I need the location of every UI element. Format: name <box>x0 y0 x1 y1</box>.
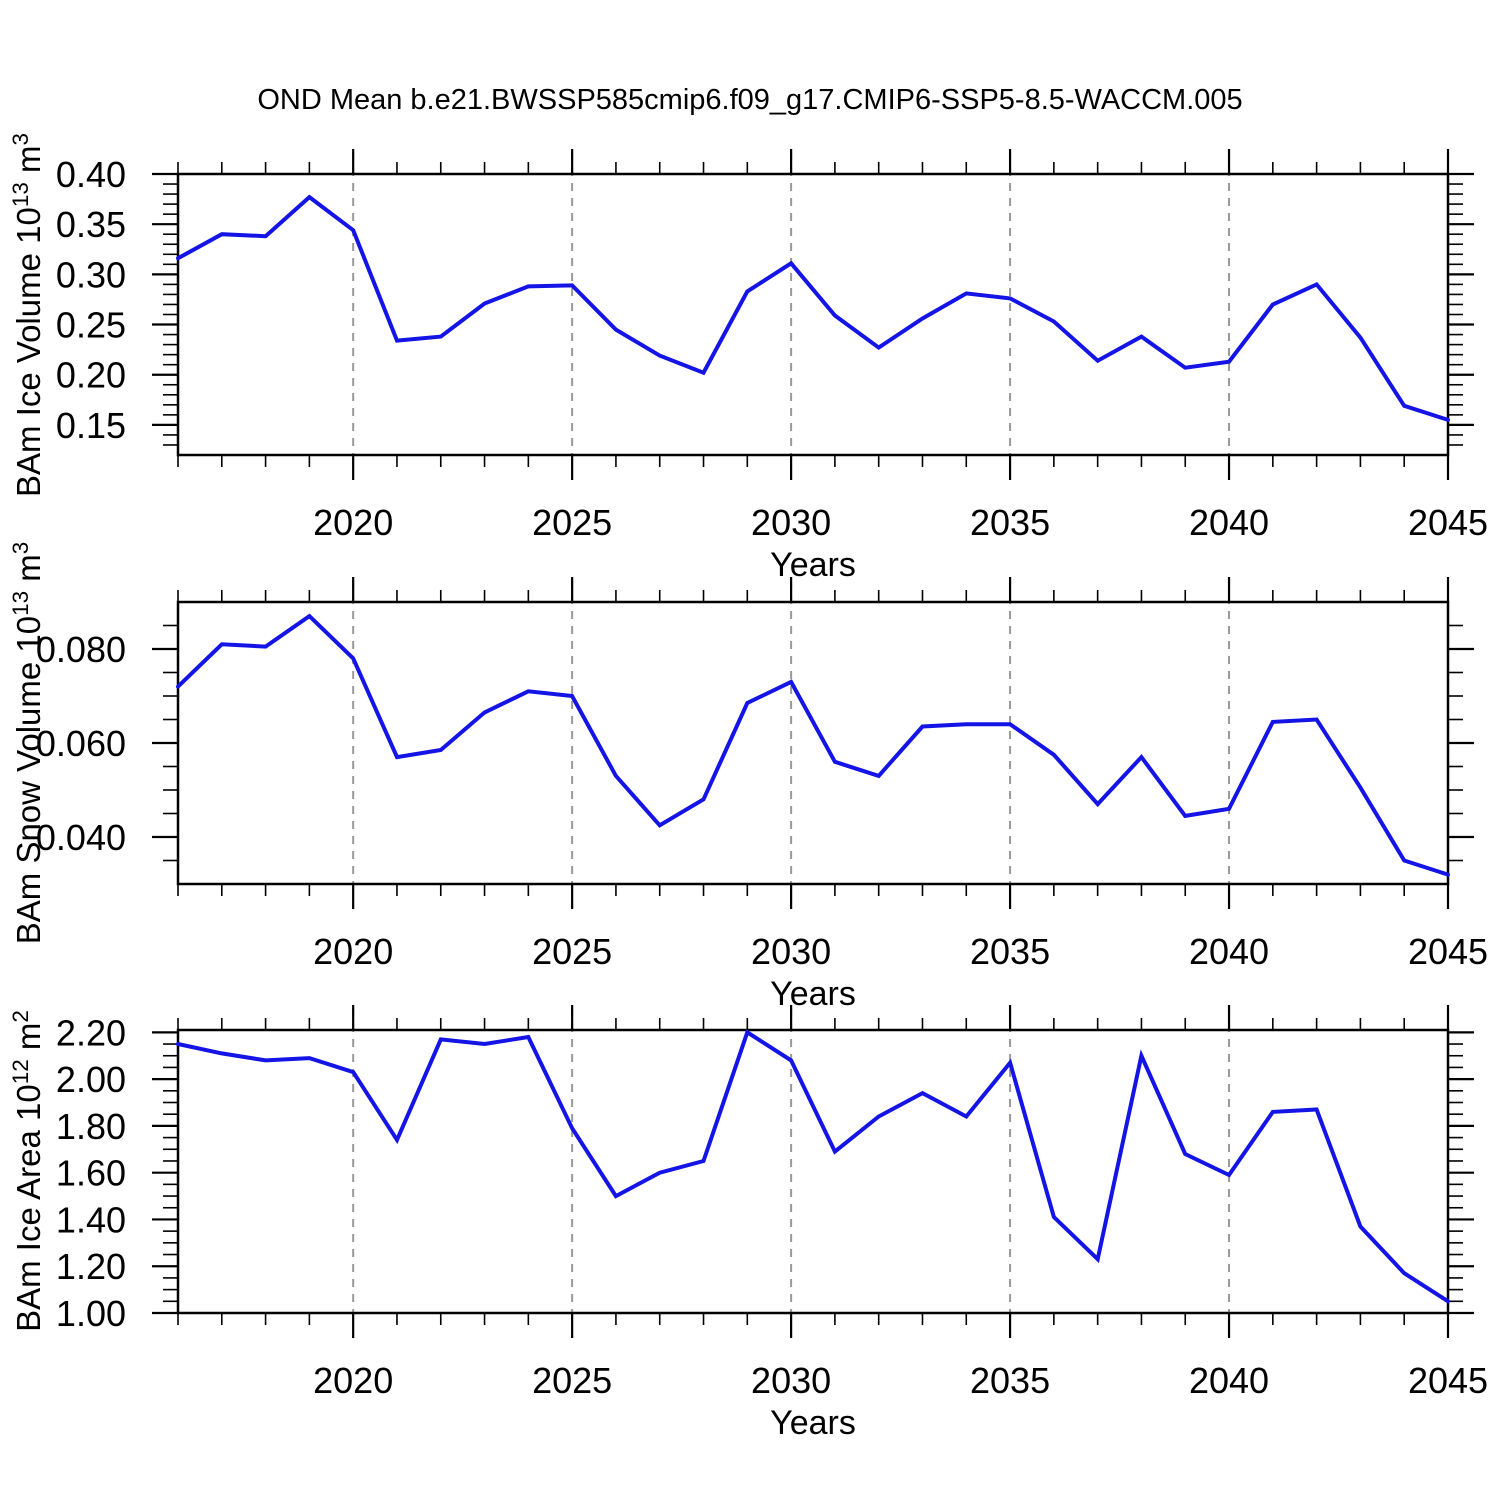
figure-title: OND Mean b.e21.BWSSP585cmip6.f09_g17.CMI… <box>257 84 1243 116</box>
y-ticks: 1.00 1.20 1.40 1.60 1.80 2.00 2.20 <box>56 1012 1474 1334</box>
panel-snow-volume: 0.040 0.060 0.080 2020 2025 2030 2035 2040 2045 Y… <box>36 577 1488 1013</box>
y-tick-label: 0.35 <box>56 204 126 245</box>
panel-border <box>176 172 1450 457</box>
y-tick-label: 0.30 <box>56 254 126 295</box>
x-tick-label-2025: 2025 <box>532 1360 612 1401</box>
x-tick-label-2040: 2040 <box>1189 502 1269 543</box>
x-ticks <box>177 1005 1450 1338</box>
x-tick-label-2035: 2035 <box>970 1360 1050 1401</box>
y-tick-label: 0.25 <box>56 305 126 346</box>
y-tick-label: 0.15 <box>56 405 126 446</box>
y-tick-label: 0.20 <box>56 355 126 396</box>
x-ticks <box>177 149 1450 480</box>
x-tick-label-2045: 2045 <box>1408 1360 1488 1401</box>
x-tick-label-2025: 2025 <box>532 502 612 543</box>
panel-ice-volume: 0.15 0.20 0.25 0.30 0.35 0.40 2020 2025 2030 2035… <box>56 149 1488 584</box>
x-tick-label-2040: 2040 <box>1189 1360 1269 1401</box>
y-tick-label: 2.00 <box>56 1059 126 1100</box>
y-tick-label: 0.40 <box>56 154 126 195</box>
y-ticks: 0.040 0.060 0.080 <box>36 624 1474 862</box>
y-ticks: 0.15 0.20 0.25 0.30 0.35 0.40 <box>56 154 1474 446</box>
x-axis-title-ice-area: Years <box>770 1404 856 1442</box>
y-tick-label: 0.040 <box>36 817 126 858</box>
panel-ice-area: 1.00 1.20 1.40 1.60 1.80 2.00 2.20 2020 2025 2030… <box>56 1005 1488 1442</box>
panel-border <box>176 1028 1450 1315</box>
x-tick-label-2025: 2025 <box>532 931 612 972</box>
x-axis-title-ice-volume: Years <box>770 546 856 584</box>
x-tick-label-2020: 2020 <box>313 931 393 972</box>
x-tick-label-2030: 2030 <box>751 1360 831 1401</box>
x-tick-label-2020: 2020 <box>313 502 393 543</box>
y-tick-label: 0.060 <box>36 723 126 764</box>
x-tick-label-2035: 2035 <box>970 502 1050 543</box>
x-tick-label-2030: 2030 <box>751 502 831 543</box>
y-tick-label: 1.60 <box>56 1153 126 1194</box>
x-tick-label-2045: 2045 <box>1408 931 1488 972</box>
x-tick-label-2040: 2040 <box>1189 931 1269 972</box>
panel-border <box>176 600 1450 886</box>
x-tick-label-2030: 2030 <box>751 931 831 972</box>
y-tick-label: 1.20 <box>56 1246 126 1287</box>
y-tick-label: 2.20 <box>56 1012 126 1053</box>
snow-volume-series-line <box>176 613 1450 877</box>
x-tick-label-2045: 2045 <box>1408 502 1488 543</box>
y-tick-label: 1.40 <box>56 1199 126 1240</box>
y-tick-label: 0.080 <box>36 629 126 670</box>
y-tick-label: 1.00 <box>56 1293 126 1334</box>
x-tick-label-2035: 2035 <box>970 931 1050 972</box>
x-axis-title-snow-volume: Years <box>770 975 856 1013</box>
x-tick-label-2020: 2020 <box>313 1360 393 1401</box>
ice-volume-series-line <box>176 194 1450 422</box>
x-ticks <box>177 577 1450 909</box>
y-tick-label: 1.80 <box>56 1106 126 1147</box>
ice-area-series-line <box>176 1029 1450 1304</box>
